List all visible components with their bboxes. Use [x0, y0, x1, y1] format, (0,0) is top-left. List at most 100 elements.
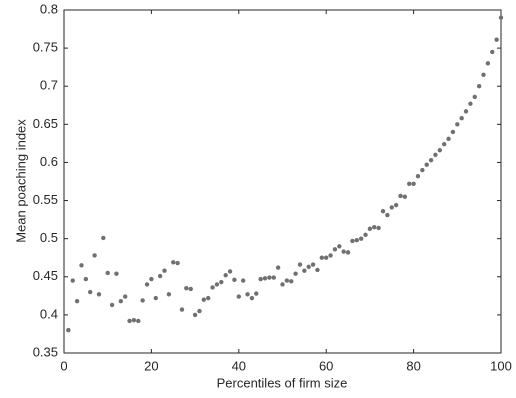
- point: [354, 237, 359, 243]
- point: [267, 275, 272, 280]
- point: [214, 282, 220, 287]
- point: [302, 268, 307, 273]
- point: [171, 260, 176, 265]
- x-tick-label: 80: [406, 358, 420, 373]
- point: [227, 269, 233, 274]
- y-tick-label: 0.5: [40, 230, 58, 245]
- point: [393, 202, 399, 208]
- point: [179, 307, 185, 312]
- point: [332, 247, 338, 252]
- point: [341, 249, 346, 254]
- point: [118, 298, 124, 304]
- y-tick-label: 0.8: [40, 1, 58, 16]
- point: [459, 116, 464, 121]
- y-tick-label: 0.45: [33, 268, 58, 283]
- point: [337, 244, 342, 249]
- point: [83, 276, 89, 282]
- plot-frame: [63, 9, 502, 354]
- point: [376, 225, 381, 231]
- point: [472, 94, 477, 100]
- point: [153, 295, 158, 301]
- point: [271, 275, 276, 280]
- point: [494, 37, 499, 42]
- point: [380, 209, 386, 214]
- x-tick-label: 0: [60, 358, 67, 373]
- point: [402, 194, 408, 199]
- point: [157, 273, 163, 279]
- point: [372, 225, 377, 230]
- point: [149, 276, 154, 282]
- y-tick-label: 0.6: [40, 154, 58, 169]
- point: [433, 152, 438, 158]
- point: [70, 278, 75, 283]
- point: [319, 255, 325, 260]
- point: [437, 148, 443, 153]
- point: [206, 295, 211, 301]
- point: [245, 292, 250, 297]
- y-tick-label: 0.7: [40, 78, 58, 93]
- point: [232, 277, 237, 283]
- point: [415, 173, 421, 179]
- point: [280, 282, 285, 287]
- point: [66, 327, 71, 333]
- point: [398, 193, 403, 199]
- point: [162, 268, 167, 273]
- point: [468, 101, 473, 106]
- x-tick-label: 100: [490, 358, 512, 373]
- point: [411, 181, 416, 186]
- point: [254, 291, 259, 296]
- point: [284, 278, 290, 283]
- x-tick-label: 60: [319, 358, 333, 373]
- x-tick-label: 40: [232, 358, 246, 373]
- point: [441, 141, 447, 147]
- point: [184, 286, 189, 291]
- point: [114, 271, 119, 276]
- y-tick-label: 0.4: [40, 306, 58, 321]
- point: [88, 289, 93, 295]
- point: [201, 297, 207, 302]
- point: [424, 162, 429, 167]
- point: [249, 295, 255, 301]
- point: [262, 276, 268, 281]
- y-tick-label: 0.35: [33, 344, 58, 359]
- point: [297, 262, 303, 267]
- point: [122, 294, 128, 299]
- point: [289, 279, 294, 284]
- point: [420, 167, 425, 173]
- point: [240, 278, 246, 283]
- point: [101, 235, 106, 241]
- point: [490, 49, 495, 55]
- point: [385, 212, 390, 218]
- point: [92, 253, 97, 258]
- point: [407, 181, 412, 186]
- x-tick-label: 20: [144, 358, 158, 373]
- point: [236, 294, 241, 299]
- point: [293, 271, 298, 276]
- point: [328, 253, 333, 258]
- point: [306, 264, 311, 270]
- point: [258, 276, 263, 282]
- point: [350, 238, 355, 244]
- point: [481, 72, 486, 77]
- point: [96, 292, 102, 297]
- point: [446, 136, 451, 142]
- point: [166, 292, 172, 297]
- x-axis-label: Percentiles of firm size: [217, 375, 348, 390]
- point: [74, 298, 80, 304]
- point: [428, 157, 434, 163]
- point: [476, 84, 482, 89]
- point: [192, 312, 198, 318]
- y-axis-label: Mean poaching index: [13, 119, 28, 243]
- point: [358, 236, 364, 241]
- point: [188, 286, 193, 292]
- point: [144, 282, 150, 287]
- point: [345, 250, 351, 255]
- point: [485, 61, 491, 66]
- point: [210, 285, 215, 290]
- point: [136, 318, 141, 324]
- point: [219, 279, 224, 285]
- point: [175, 260, 180, 266]
- point: [127, 318, 132, 324]
- point: [131, 318, 137, 323]
